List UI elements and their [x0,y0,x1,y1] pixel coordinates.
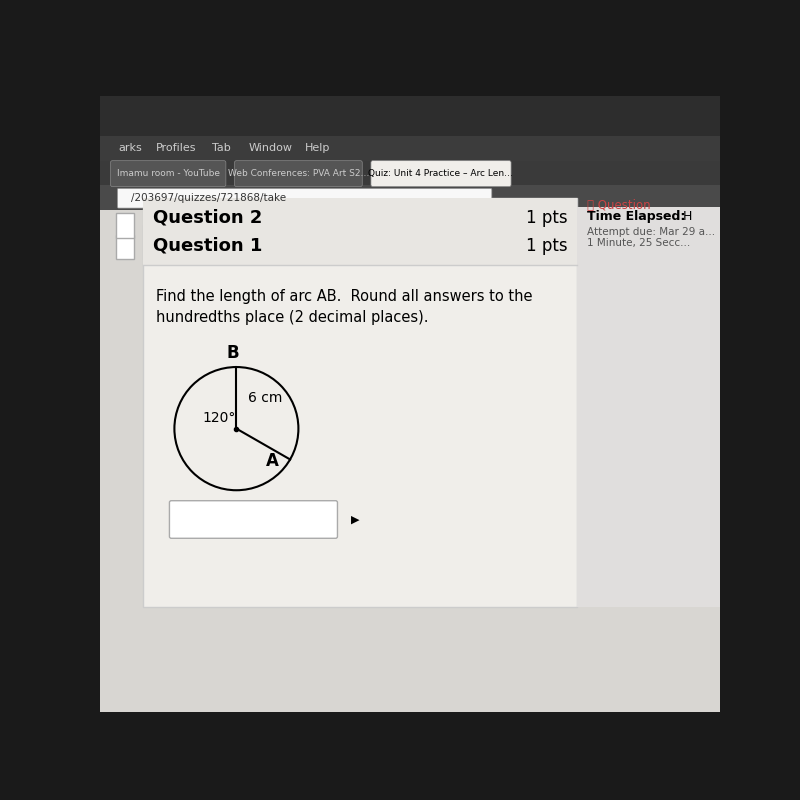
Text: H: H [682,210,692,222]
FancyBboxPatch shape [100,96,720,136]
Text: 1 pts: 1 pts [526,209,568,227]
Text: Profiles: Profiles [156,143,196,154]
FancyBboxPatch shape [115,213,134,238]
Text: Ⓜ Question: Ⓜ Question [586,199,650,212]
FancyBboxPatch shape [234,161,362,186]
FancyBboxPatch shape [110,161,226,186]
Text: /203697/quizzes/721868/take: /203697/quizzes/721868/take [131,194,286,203]
FancyBboxPatch shape [100,210,720,712]
Text: Tab: Tab [211,143,230,154]
FancyBboxPatch shape [115,234,134,259]
Text: Help: Help [305,143,330,154]
Text: 6 cm: 6 cm [247,391,282,405]
Text: Question 2: Question 2 [153,209,262,227]
Text: Find the length of arc AB.  Round all answers to the: Find the length of arc AB. Round all ans… [156,289,532,304]
FancyBboxPatch shape [100,186,720,210]
FancyBboxPatch shape [371,161,511,186]
Text: 1 Minute, 25 Secc...: 1 Minute, 25 Secc... [586,238,690,248]
Text: arks: arks [118,143,142,154]
Text: B: B [227,345,240,362]
Text: hundredths place (2 decimal places).: hundredths place (2 decimal places). [156,310,428,326]
Text: 120°: 120° [202,410,236,425]
FancyBboxPatch shape [143,226,578,266]
Text: A: A [266,452,279,470]
Text: Window: Window [249,143,293,154]
Text: Web Conferences: PVA Art S2…: Web Conferences: PVA Art S2… [228,169,369,178]
FancyBboxPatch shape [578,207,720,607]
Text: ▶: ▶ [351,514,360,525]
FancyBboxPatch shape [143,226,578,607]
Text: 1 pts: 1 pts [526,237,568,254]
Text: Imamu room - YouTube: Imamu room - YouTube [117,169,220,178]
FancyBboxPatch shape [143,198,578,238]
FancyBboxPatch shape [170,501,338,538]
FancyBboxPatch shape [118,188,492,208]
FancyBboxPatch shape [143,198,578,259]
Text: Time Elapsed:: Time Elapsed: [586,210,685,222]
FancyBboxPatch shape [100,161,720,186]
Text: Attempt due: Mar 29 a...: Attempt due: Mar 29 a... [586,226,715,237]
Text: Quiz: Unit 4 Practice – Arc Len…: Quiz: Unit 4 Practice – Arc Len… [369,169,514,178]
Text: Question 1: Question 1 [153,237,262,254]
FancyBboxPatch shape [100,136,720,161]
